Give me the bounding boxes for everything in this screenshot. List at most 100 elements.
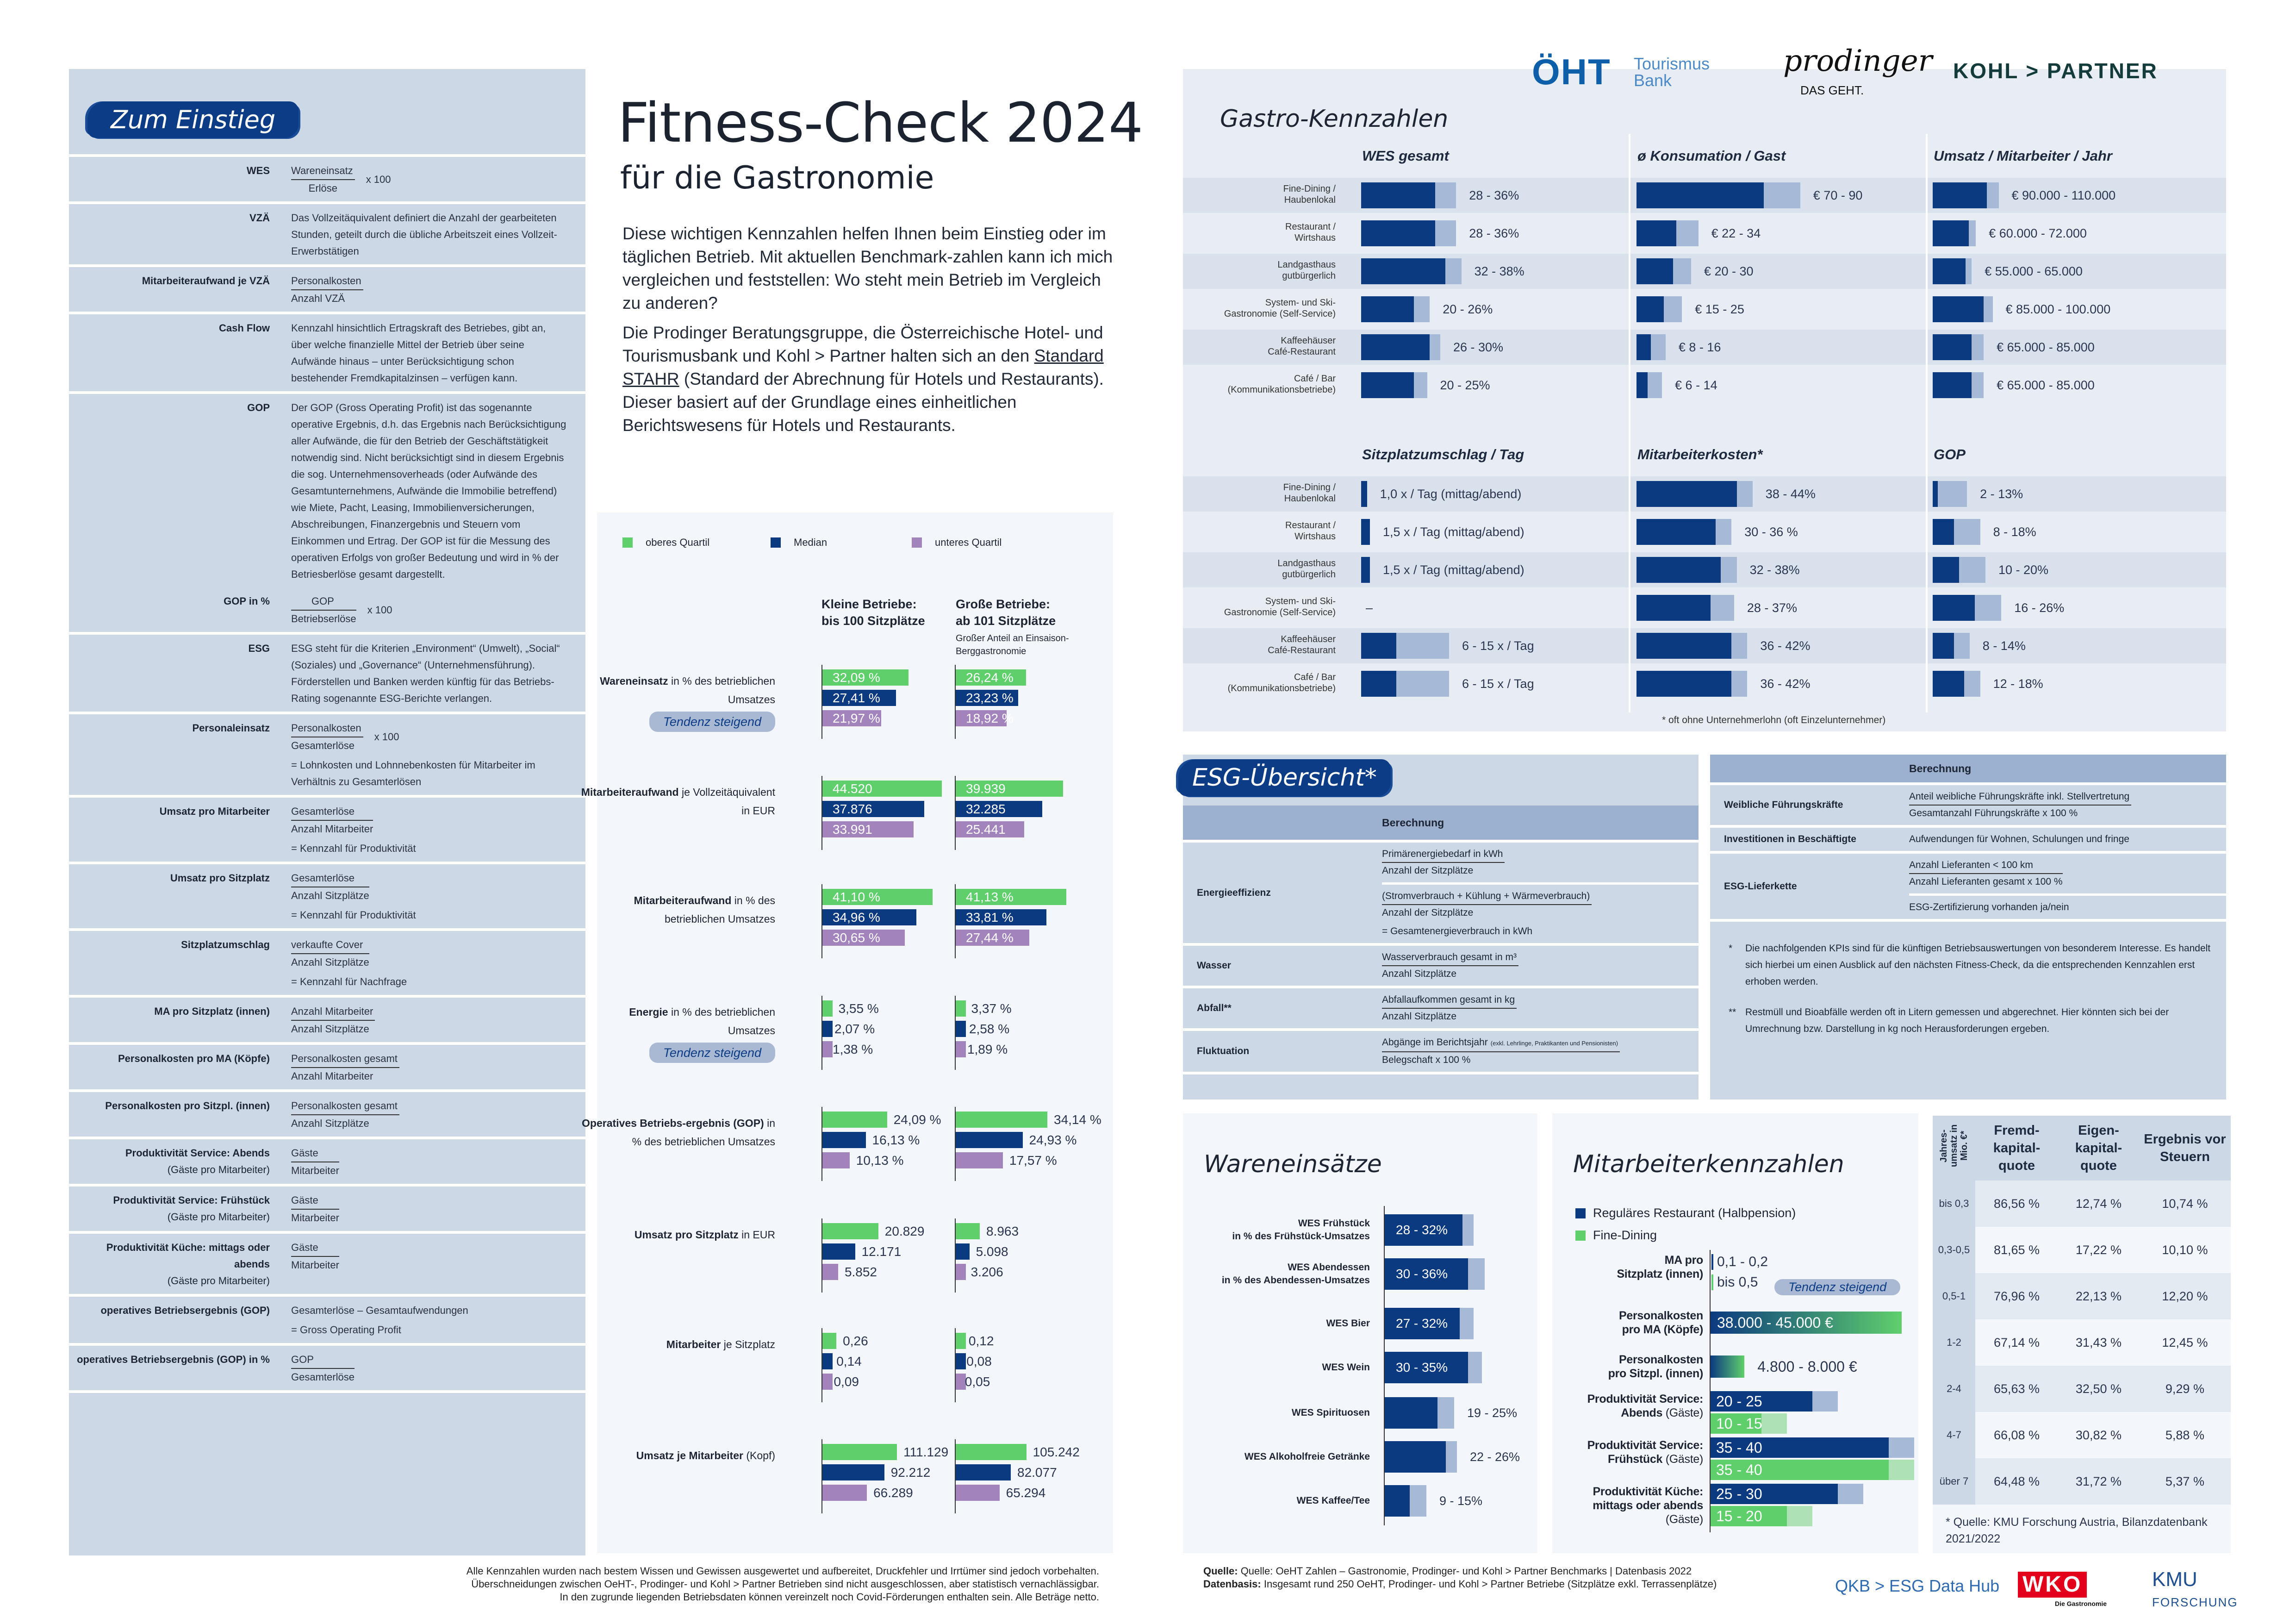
category-label: Fine-Dining / Haubenlokal <box>1283 482 1336 504</box>
bar-axis <box>821 776 822 850</box>
range-bar-min: 35 - 40 <box>1711 1460 1889 1480</box>
mit-row-label: Produktivität Service: Abends (Gäste) <box>1587 1392 1704 1420</box>
bar-axis <box>821 996 822 1070</box>
range-value: 28 - 36% <box>1469 226 1519 240</box>
range-value: € 8 - 16 <box>1678 340 1721 354</box>
tendency-badge: Tendenz steigend <box>649 1043 775 1063</box>
bar-value-label: 30,65 % <box>833 931 880 945</box>
column-title: Große Betriebe: <box>956 597 1051 611</box>
range-bar-min <box>1636 334 1651 360</box>
term-sub: (Gäste pro Mitarbeiter) <box>167 1164 270 1175</box>
column-divider <box>1629 134 1630 712</box>
metric-name: Energie <box>629 1006 668 1018</box>
bar-lower-quartile: 0,05 <box>956 1374 990 1390</box>
range-bar-min <box>1933 296 1984 322</box>
glossary-definition: Das Vollzeitäquivalent definiert die Anz… <box>291 210 569 260</box>
gastro-column-header: WES gesamt <box>1362 148 1449 164</box>
legend-label: Median <box>794 537 828 548</box>
bar-value-label: 92.212 <box>890 1465 931 1480</box>
range-value: 15 - 20 <box>1716 1508 1762 1524</box>
numerator: Gesamterlöse <box>291 870 369 887</box>
glossary-row: Mitarbeiteraufwand je VZÄ Personalkosten A… <box>69 267 585 314</box>
metric-unit: in % des betrieblichen Umsatzes <box>632 1117 775 1148</box>
table-row: 0,3-0,5 81,65 % 17,22 % 10,10 % <box>1933 1227 2231 1273</box>
wko-logo: WKO <box>2018 1572 2087 1598</box>
range-value: 10 - 15 <box>1716 1415 1762 1432</box>
bar-value-label: 34,96 % <box>833 910 880 924</box>
table-header: Eigen-kapital-quote <box>2058 1116 2139 1181</box>
range-value: 28 - 36% <box>1469 188 1519 202</box>
table-cell: 12,20 % <box>2139 1273 2231 1319</box>
bar-lower-quartile: 33.991 <box>822 821 914 837</box>
metric-name: Produktivität Service: Frühstück <box>1587 1439 1704 1466</box>
range-bar-min <box>1385 1397 1437 1429</box>
glossary-row: operatives Betriebsergebnis (GOP) Gesamte… <box>69 1297 585 1346</box>
formula: Personalkosten gesamt Anzahl Mitarbeiter <box>291 1050 399 1085</box>
gastro-row: Landgasthaus gutbürgerlich <box>1183 254 2226 289</box>
numerator: Personalkosten gesamt <box>291 1098 399 1115</box>
multiplier: x 100 <box>366 174 391 185</box>
stahr-link[interactable]: Standard STAHR <box>622 346 1104 388</box>
range-value: 27 - 32% <box>1396 1316 1448 1330</box>
range-value: 10 - 20% <box>1998 563 2049 577</box>
esg-formula-cell: Aufwendungen für Wohnen, Schulungen und … <box>1909 828 2226 851</box>
metric-name: Wareneinsatz <box>600 675 668 687</box>
range-value: 0,1 - 0,2 <box>1717 1254 1768 1269</box>
range-value: 38 - 44% <box>1765 487 1816 501</box>
term-label: Produktivität Küche: mittags oder abends <box>106 1242 270 1270</box>
legend-item: unteres Quartil <box>912 537 1002 549</box>
multiplier: x 100 <box>367 604 392 616</box>
range-value: 1,5 x / Tag (mittag/abend) <box>1383 563 1524 577</box>
range-value: 12 - 18% <box>1993 677 2043 691</box>
numerator: Wasserverbrauch gesamt in m³ <box>1382 949 1518 966</box>
esg-formula: Abfallaufkommen gesamt in kg Anzahl Sitzp… <box>1382 988 1699 1028</box>
glossary-term: ESG <box>69 640 291 707</box>
bar-axis <box>955 665 956 739</box>
denominator: Anzahl Mitarbeiter <box>291 823 373 835</box>
benchmark-chart: oberes Quartil Median unteres Quartil Klein… <box>581 512 1113 1553</box>
bar-upper-quartile: 0,12 <box>956 1333 994 1349</box>
mit-title: Mitarbeiterkennzahlen <box>1573 1150 1844 1178</box>
bar-upper-quartile: 0,26 <box>822 1333 868 1349</box>
wes-row-label: WES Alkoholfreie Getränke <box>1244 1451 1370 1462</box>
metric-name: MA pro Sitzplatz (innen) <box>1617 1254 1703 1280</box>
formula-text: ESG-Zertifizierung vorhanden ja/nein <box>1909 902 2069 912</box>
header-label: Ergebnis vor Steuern <box>2144 1132 2226 1164</box>
metric-name: Produktivität Service: Abends <box>1587 1393 1704 1419</box>
revenue-band: 4-7 <box>1933 1412 1975 1458</box>
range-value: 8 - 14% <box>1982 639 2026 653</box>
range-bar-min <box>1933 671 1965 697</box>
esg-formula-cell: Abgänge im Berichtsjahr (exkl. Lehrlinge,… <box>1382 1031 1699 1072</box>
metric-unit: je Sitzplatz <box>721 1338 775 1350</box>
bar-value-label: 65.294 <box>1006 1486 1046 1500</box>
glossary-definition: Gesamterlöse Anzahl Sitzplätze = Kennzahl … <box>291 870 569 924</box>
range-value: 30 - 36 % <box>1744 525 1798 539</box>
definition-note: = Kennzahl für Nachfrage <box>291 976 407 987</box>
column-note: Großer Anteil an Einsaison-Berggastronom… <box>956 633 1069 656</box>
range-bar-min <box>1636 296 1664 322</box>
numerator: Gäste <box>291 1239 339 1257</box>
glossary-title: Zum Einstieg <box>87 101 299 138</box>
bar-axis <box>955 1218 956 1293</box>
bar-axis <box>821 884 822 958</box>
glossary-row: MA pro Sitzplatz (innen) Anzahl Mitarbeit… <box>69 998 585 1045</box>
range-value: 36 - 42% <box>1760 639 1811 653</box>
legend-swatch <box>1575 1230 1586 1241</box>
gradient-range-bar <box>1711 1355 1745 1378</box>
metric-label: Umsatz pro Sitzplatz in EUR <box>581 1225 775 1244</box>
numerator: Anteil weibliche Führungskräfte inkl. St… <box>1909 789 2132 806</box>
numerator: Personalkosten gesamt <box>291 1050 399 1068</box>
formula: GOP Gesamterlöse <box>291 1351 355 1386</box>
category-label: System- und Ski- Gastronomie (Self-Servi… <box>1224 596 1336 618</box>
glossary-term: operatives Betriebsergebnis (GOP) <box>69 1302 291 1338</box>
term-label: GOP <box>247 402 270 413</box>
range-bar-min <box>1361 671 1396 697</box>
bar-value-label: 3.206 <box>971 1265 1003 1279</box>
table-row: 1-2 67,14 % 31,43 % 12,45 % <box>1933 1319 2231 1366</box>
table-cell: 12,45 % <box>2162 1335 2208 1349</box>
esg-formula-cell: Anzahl Lieferanten < 100 km Anzahl Liefer… <box>1909 854 2226 919</box>
glossary-definition: Der GOP (Gross Operating Profit) ist das… <box>291 400 569 583</box>
term-label: Umsatz pro Mitarbeiter <box>159 806 270 817</box>
formula: Gäste Mitarbeiter <box>291 1145 339 1179</box>
column-subtitle: ab 101 Sitzplätze <box>956 614 1056 628</box>
